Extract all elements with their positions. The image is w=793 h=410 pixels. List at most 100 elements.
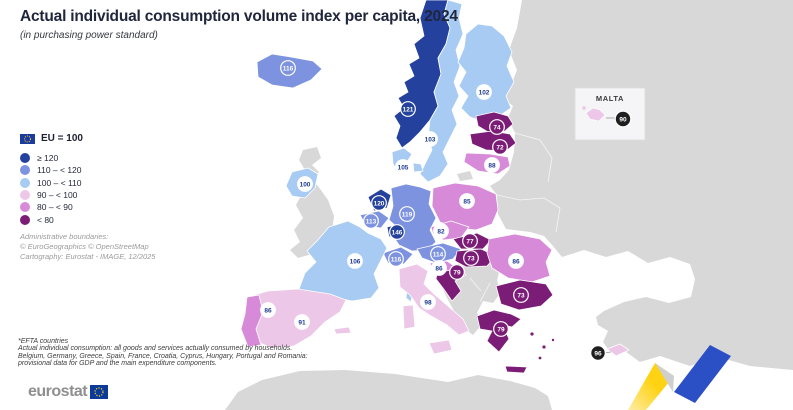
- badge-circle: [260, 302, 276, 318]
- badge-circle: [294, 314, 310, 330]
- malta-gozo-island: [582, 106, 586, 110]
- badge-italy: 98: [420, 294, 436, 310]
- badge-value: 73: [517, 292, 525, 299]
- badge-circle: [484, 157, 500, 173]
- badge-circle: [431, 260, 447, 276]
- land-uk: [290, 147, 334, 258]
- eu-flag-icon: [20, 133, 35, 144]
- badge-greece: 79: [493, 321, 509, 337]
- badge-value: 90: [619, 116, 627, 123]
- land-east-europe: [490, 0, 793, 370]
- admin-notes: Administrative boundaries: © EuroGeograp…: [20, 232, 155, 262]
- badge-circle: [347, 253, 363, 269]
- badge-value: 146: [392, 229, 403, 236]
- country-denmark-islands: [412, 162, 424, 173]
- legend-class-label: < 80: [37, 214, 54, 225]
- land-kaliningrad: [457, 171, 473, 181]
- badge-latvia: 72: [492, 139, 508, 155]
- badge-denmark: 105: [395, 159, 411, 175]
- badge-value: 96: [594, 350, 602, 357]
- badge-spain: 91: [294, 314, 310, 330]
- badge-circle: [297, 176, 313, 192]
- eu-flag-icon: [90, 385, 109, 399]
- badge-estonia: 74: [489, 119, 505, 135]
- badge-portugal: 86: [260, 302, 276, 318]
- badge-value: 88: [488, 162, 496, 169]
- badge-value: 100: [300, 181, 311, 188]
- legend-class-label: 90 – < 100: [37, 190, 78, 201]
- country-cyprus: [606, 343, 630, 357]
- badge-circle: [489, 119, 505, 135]
- badge-netherlands: 120: [371, 195, 387, 211]
- value-badges: 116 121 103 102 74 72 88 105 100 120 113…: [260, 60, 632, 361]
- badge-circle: [449, 264, 465, 280]
- badge-romania: 86: [508, 253, 524, 269]
- badge-circle: [513, 287, 529, 303]
- legend-class-row: 100 – < 110: [20, 177, 83, 189]
- malta-inset-label: MALTA: [596, 94, 624, 103]
- badge-sweden: 103: [422, 131, 438, 147]
- badge-circle: [476, 84, 492, 100]
- badge-luxembourg: 146: [389, 224, 405, 240]
- badge-value: 82: [437, 228, 445, 235]
- badge-circle: [400, 101, 416, 117]
- badge-malta: 90: [614, 110, 632, 128]
- badge-hungary: 73: [463, 250, 479, 266]
- badge-circle: [395, 159, 411, 175]
- greece-island: [537, 355, 543, 361]
- greece-island: [541, 344, 547, 350]
- land-north-africa: [225, 370, 552, 410]
- badge-value: 106: [350, 258, 361, 265]
- badge-belgium: 113: [363, 213, 379, 229]
- badge-circle: [462, 233, 478, 249]
- badge-circle: [371, 195, 387, 211]
- badge-value: 73: [467, 255, 475, 262]
- page-subtitle: (in purchasing power standard): [20, 30, 158, 41]
- badge-iceland: 116: [280, 60, 296, 76]
- badge-value: 102: [479, 89, 490, 96]
- admin-boundary-lines: [469, 132, 561, 303]
- badge-value: 120: [374, 200, 385, 207]
- badge-croatia: 79: [449, 264, 465, 280]
- legend-eu-label: EU = 100: [41, 133, 83, 144]
- badge-value: 121: [403, 106, 414, 113]
- badge-cyprus: 96: [590, 345, 606, 361]
- badge-circle: [420, 294, 436, 310]
- footnote-line: Belgium, Germany, Greece, Spain, France,…: [18, 352, 308, 360]
- legend-class-row: 110 – < 120: [20, 164, 83, 176]
- legend-class-row: < 80: [20, 213, 83, 225]
- legend-swatch: [20, 165, 30, 176]
- badge-circle: [399, 206, 415, 222]
- badge-circle: [388, 251, 404, 267]
- legend-class-row: 90 – < 100: [20, 189, 83, 201]
- badge-value: 114: [433, 251, 444, 258]
- country-greece-crete: [504, 365, 528, 374]
- badge-value: 91: [298, 319, 306, 326]
- badge-france: 106: [347, 253, 363, 269]
- badge-value: 116: [391, 256, 402, 263]
- badge-slovakia: 77: [462, 233, 478, 249]
- country-portugal: [240, 294, 264, 348]
- eurostat-logo: eurostat: [28, 383, 109, 401]
- copyright-note: © EuroGeographics © OpenStreetMap: [20, 242, 149, 251]
- zigzag-grey-fold: [655, 363, 674, 392]
- legend-eu-row: EU = 100: [20, 133, 83, 144]
- admin-boundaries-note: Administrative boundaries:: [20, 232, 109, 241]
- eurostat-wordmark: eurostat: [28, 383, 88, 400]
- badge-value: 74: [493, 124, 501, 131]
- badge-austria: 114: [430, 246, 446, 262]
- legend-class-label: 80 – < 90: [37, 202, 73, 213]
- legend: EU = 100 ≥ 120 110 – < 120 100 – < 110 9…: [20, 133, 83, 226]
- badge-value: 103: [425, 136, 436, 143]
- badge-finland: 102: [476, 84, 492, 100]
- zigzag-blue-band: [674, 345, 731, 403]
- badge-circle: [280, 60, 296, 76]
- country-finland: [457, 23, 515, 123]
- zigzag-yellow-band: [628, 363, 674, 410]
- badge-circle: [493, 321, 509, 337]
- badge-value: 98: [424, 299, 432, 306]
- badge-slovenia: 86: [431, 260, 447, 276]
- footnote-line: Actual individual consumption: all goods…: [18, 345, 293, 353]
- legend-swatch: [20, 153, 30, 164]
